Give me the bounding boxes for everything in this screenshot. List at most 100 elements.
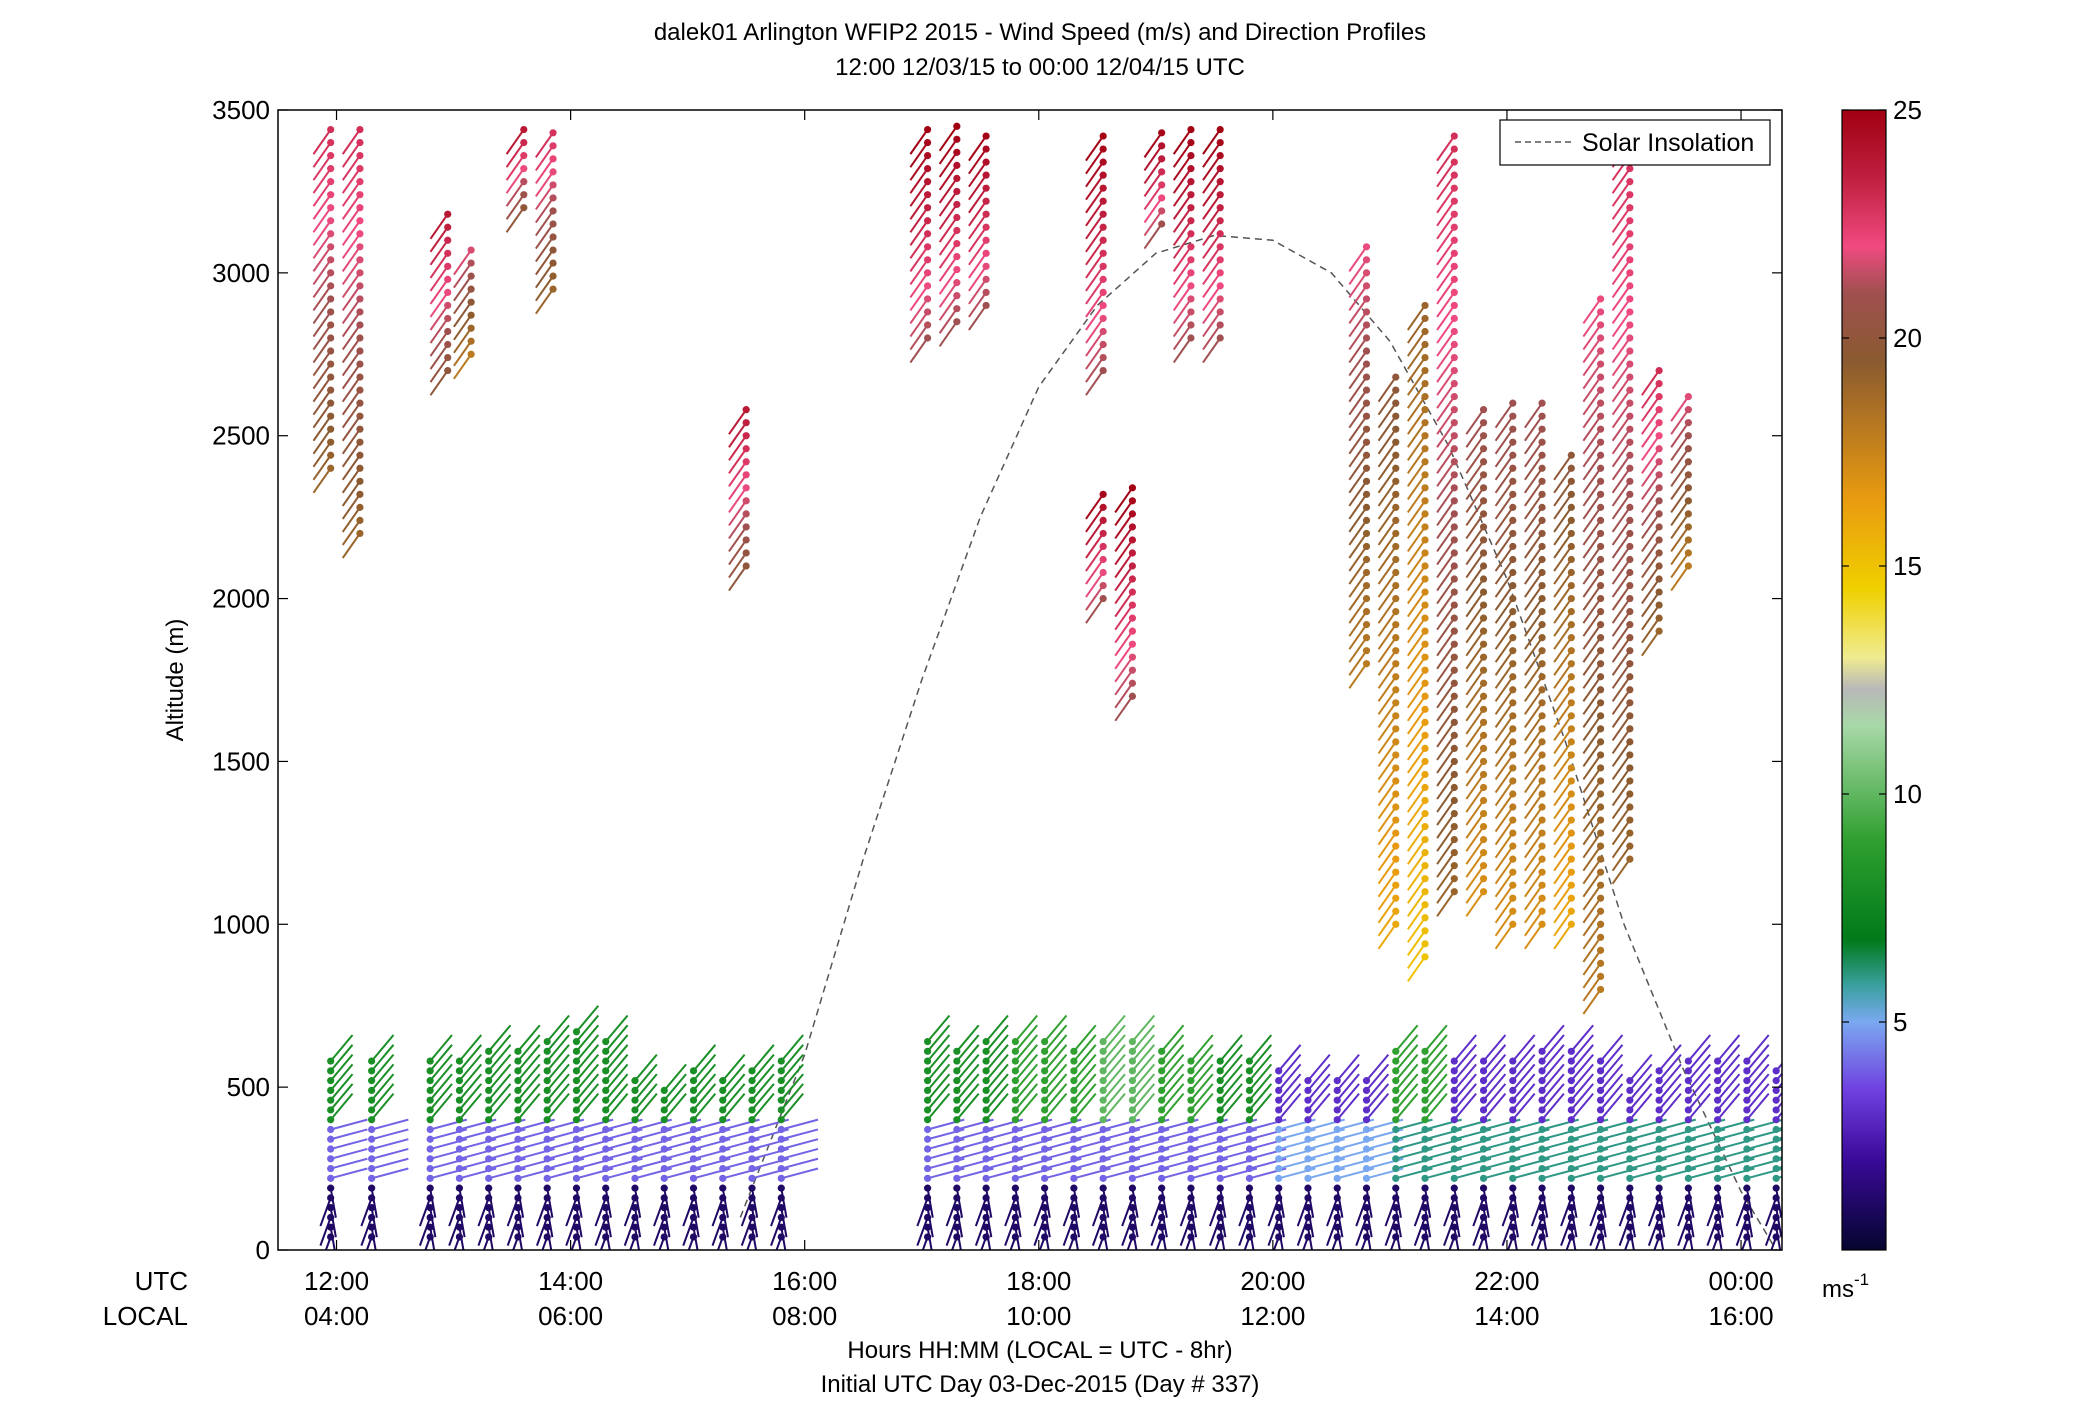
wind-barb-dot [602,1077,610,1085]
wind-barb [1377,412,1400,442]
wind-barb-shaft [1436,643,1456,670]
wind-barb-shaft [1336,1187,1344,1218]
wind-barb-shaft [1377,884,1397,911]
wind-barb-shaft [1465,526,1485,553]
wind-barb-dot [953,213,961,222]
wind-barb-shaft [341,506,361,533]
wind-barb [1538,1204,1549,1238]
wind-barb-shaft [429,278,449,305]
wind-barb-shaft [1570,1093,1594,1121]
wind-barb-shaft [1658,1063,1682,1092]
wind-barb [1567,1223,1577,1250]
wind-barb-shaft [1658,1227,1665,1250]
wind-barb-dot [1128,536,1137,544]
wind-barb-dot [1304,1145,1312,1153]
wind-barb-dot [1509,1204,1517,1212]
wind-barb-shaft [909,155,929,181]
wind-barb [1421,1223,1431,1250]
wind-barb [1494,529,1517,559]
wind-barb [1304,1184,1315,1218]
wind-barb-dot [1626,373,1634,381]
wind-barb-shaft [1775,1207,1782,1238]
wind-barb-dot [1684,1164,1692,1173]
wind-barb-dot [1626,438,1634,446]
wind-barb-dot [1596,438,1605,446]
wind-barb-shaft [1494,767,1514,794]
wind-barb [1128,1014,1156,1046]
wind-barb-dot [1596,764,1605,772]
wind-barb-shaft [546,1187,554,1218]
wind-barb-shaft [1524,923,1543,950]
wind-barb-dot [1567,829,1575,837]
wind-barb-dot [1596,894,1605,902]
wind-barb-shaft [653,1217,666,1246]
wind-barb-shaft [1436,578,1456,605]
wind-barb-shaft [1436,487,1456,513]
wind-barb-shaft [546,1227,553,1250]
wind-barb-shaft [938,269,958,295]
wind-barb [368,1157,409,1173]
wind-barb [1085,158,1107,188]
wind-barb [1626,1073,1653,1104]
wind-barb-dot [1655,1096,1663,1104]
wind-barb-dot [1626,451,1634,459]
wind-barb [1392,1034,1419,1065]
wind-barb [909,217,932,246]
wind-barb-dot [1041,1077,1049,1085]
wind-barb-dot [1099,171,1107,179]
wind-barb-shaft [1524,832,1543,859]
wind-barb-dot [543,1174,551,1182]
wind-barb-dot [356,152,364,160]
wind-barb [1714,1184,1724,1218]
wind-barb-dot [520,125,528,134]
wind-barb-shaft [1716,1227,1723,1250]
wind-barb [1494,907,1517,937]
wind-barb-dot [1509,855,1517,863]
wind-barb-shaft [1102,1044,1126,1072]
wind-barb-dot [1538,712,1546,720]
wind-barb [728,536,750,566]
wind-barb-dot [1128,497,1137,505]
wind-barb-shaft [728,513,747,540]
wind-barb-shaft [1014,1034,1038,1062]
wind-barb-dot [1450,158,1458,166]
wind-barb-shaft [1202,181,1222,207]
wind-barb-dot [1538,464,1546,472]
wind-barb [938,213,961,243]
wind-barb [1406,588,1429,618]
wind-barb-shaft [570,1236,578,1250]
wind-barb-dot [1362,1155,1371,1163]
wind-barb-dot [1392,1106,1400,1114]
wind-barb-shaft [1465,760,1485,787]
wind-barb-shaft [1494,584,1514,611]
wind-barb-dot [1596,829,1605,837]
wind-barb-shaft [1687,1034,1711,1062]
wind-barb-shaft [1494,441,1514,468]
wind-barb-shaft [926,1053,951,1082]
wind-barb [327,1223,336,1250]
wind-barb-dot [953,1116,961,1124]
wind-barb-shaft [329,1227,336,1250]
wind-barb-dot [953,239,961,248]
wind-barb [1655,1044,1682,1075]
wind-barb-dot [368,1086,376,1094]
wind-barb-dot [1596,686,1605,694]
wind-barb-shaft [594,1197,607,1227]
wind-barb-shaft [1406,786,1426,813]
wind-barb-shaft [1436,747,1456,774]
wind-barb-dot [426,1077,434,1085]
wind-barb [1436,601,1458,631]
wind-barb-shaft [909,128,929,155]
wind-barb [1216,1184,1227,1218]
wind-barb-shaft [1072,1187,1081,1218]
wind-barb [1450,1044,1477,1075]
wind-barb-shaft [604,1053,629,1082]
wind-barb-dot [1596,1086,1605,1094]
wind-barb-dot [1392,920,1400,928]
wind-barb-dot [1655,380,1663,388]
wind-barb-dot [485,1135,493,1143]
wind-barb-shaft [751,1227,758,1250]
wind-barb-dot [1450,223,1458,231]
wind-barb [1436,301,1458,331]
wind-barb-shaft [728,500,747,527]
